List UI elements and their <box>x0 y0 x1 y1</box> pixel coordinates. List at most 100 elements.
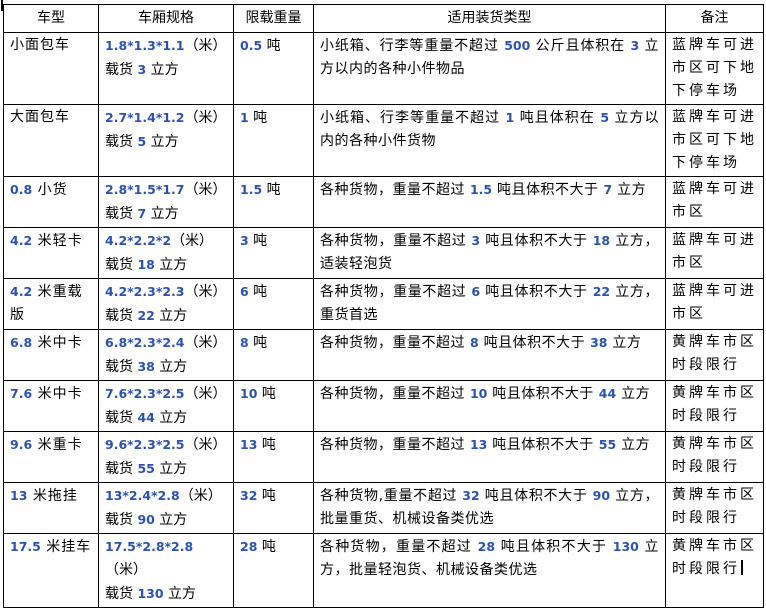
cell-vehicle-type[interactable]: 4.2 米轻卡 <box>3 227 99 279</box>
number-value: 38 <box>137 359 155 374</box>
cell-cargo-type[interactable]: 小纸箱、行李等重量不超过 1 吨且体积在 5 立方以内的各种小件货物 <box>313 104 666 177</box>
cell-remark[interactable]: 蓝牌车可进 市区 <box>665 176 764 228</box>
cell-box-spec[interactable]: 1.8*1.3*1.1（米） 载货 3 立方 <box>98 32 234 105</box>
stray-border-artifact <box>1 0 3 11</box>
cell-vehicle-type[interactable]: 9.6 米重卡 <box>3 431 99 483</box>
number-value: 13 <box>10 488 28 503</box>
number-value: 500 <box>504 38 531 53</box>
cell-box-spec[interactable]: 6.8*2.3*2.4（米） 载货 38 立方 <box>98 329 234 381</box>
header-weight-limit[interactable]: 限载重量 <box>233 4 314 33</box>
cell-remark[interactable]: 黄牌车市区 时段限行 <box>665 329 764 381</box>
cell-box-spec[interactable]: 13*2.4*2.8（米） 载货 90 立方 <box>98 482 234 534</box>
cell-box-spec[interactable]: 17.5*2.8*2.8（米） 载货 130 立方 <box>98 533 234 608</box>
cell-vehicle-type[interactable]: 17.5 米挂车 <box>3 533 99 608</box>
cell-cargo-type[interactable]: 各种货物，重量不超过 10 吨且体积不大于 44 立方 <box>313 380 666 432</box>
number-value: 22 <box>592 284 611 299</box>
cell-cargo-type[interactable]: 各种货物，重量不超过 13 吨且体积不大于 55 立方 <box>313 431 666 483</box>
number-value: 130 <box>612 539 639 554</box>
cell-remark[interactable]: 黄牌车市区 时段限行 <box>665 533 764 608</box>
cell-remark[interactable]: 黄牌车市区 时段限行 <box>665 380 764 432</box>
number-value: 1.5 <box>469 182 493 197</box>
number-value: 1 <box>240 110 249 125</box>
cell-cargo-type[interactable]: 各种货物，重量不超过 8 吨且体积不大于 38 立方 <box>313 329 666 381</box>
cell-weight-limit[interactable]: 28 吨 <box>233 533 314 608</box>
number-value: 0.8 <box>10 182 33 197</box>
header-row: 车型 车厢规格 限载重量 适用装货类型 备注 <box>3 4 764 33</box>
cell-weight-limit[interactable]: 13 吨 <box>233 431 314 483</box>
header-vehicle-type[interactable]: 车型 <box>3 4 99 33</box>
number-value: 7.6 <box>10 386 33 401</box>
number-value: 32 <box>240 488 258 503</box>
table-row: 小面包车 1.8*1.3*1.1（米） 载货 3 立方 0.5 吨 小纸箱、行李… <box>3 32 764 105</box>
number-value: 9.6 <box>10 437 33 452</box>
cell-remark[interactable]: 黄牌车市区 时段限行 <box>665 431 764 483</box>
cell-weight-limit[interactable]: 10 吨 <box>233 380 314 432</box>
cell-vehicle-type[interactable]: 0.8 小货 <box>3 176 99 228</box>
cell-box-spec[interactable]: 7.6*2.3*2.5（米） 载货 44 立方 <box>98 380 234 432</box>
header-cargo-type[interactable]: 适用装货类型 <box>313 4 666 33</box>
number-value: 4.2*2.3*2.3 <box>105 284 185 299</box>
table-row: 7.6 米中卡 7.6*2.3*2.5（米） 载货 44 立方 10 吨 各种货… <box>3 380 764 432</box>
cell-box-spec[interactable]: 9.6*2.3*2.5（米） 载货 55 立方 <box>98 431 234 483</box>
number-value: 8 <box>240 335 249 350</box>
cell-remark[interactable]: 蓝牌车可进 市区可下地 下停车场 <box>665 32 764 105</box>
cell-vehicle-type[interactable]: 小面包车 <box>3 32 99 105</box>
cell-cargo-type[interactable]: 各种货物，重量不超过 3 吨且体积不大于 18 立方，适装轻泡货 <box>313 227 666 279</box>
cell-cargo-type[interactable]: 各种货物，重量不超过 28 吨且体积不大于 130 立方，批量轻泡货、机械设备类… <box>313 533 666 608</box>
cell-vehicle-type[interactable]: 大面包车 <box>3 104 99 177</box>
cell-cargo-type[interactable]: 各种货物，重量不超过 1.5 吨且体积不大于 7 立方 <box>313 176 666 228</box>
cell-weight-limit[interactable]: 3 吨 <box>233 227 314 279</box>
number-value: 17.5*2.8*2.8 <box>105 539 194 554</box>
cell-cargo-type[interactable]: 各种货物，重量不超过 6 吨且体积不大于 22 立方，重货首选 <box>313 278 666 330</box>
cell-cargo-type[interactable]: 小纸箱、行李等重量不超过 500 公斤且体积在 3 立方以内的各种小件物品 <box>313 32 666 105</box>
number-value: 1 <box>505 110 515 125</box>
number-value: 2.8*1.5*1.7 <box>105 182 185 197</box>
cell-box-spec[interactable]: 2.8*1.5*1.7（米） 载货 7 立方 <box>98 176 234 228</box>
table-row: 9.6 米重卡 9.6*2.3*2.5（米） 载货 55 立方 13 吨 各种货… <box>3 431 764 483</box>
table-row: 17.5 米挂车 17.5*2.8*2.8（米） 载货 130 立方 28 吨 … <box>3 533 764 608</box>
cell-box-spec[interactable]: 4.2*2.3*2.3（米） 载货 22 立方 <box>98 278 234 330</box>
number-value: 7.6*2.3*2.5 <box>105 386 185 401</box>
table-row: 4.2 米轻卡 4.2*2.2*2（米） 载货 18 立方 3 吨 各种货物，重… <box>3 227 764 279</box>
number-value: 90 <box>137 512 155 527</box>
number-value: 6 <box>240 284 249 299</box>
number-value: 90 <box>592 488 611 503</box>
number-value: 55 <box>137 461 155 476</box>
cell-weight-limit[interactable]: 1 吨 <box>233 104 314 177</box>
header-box-spec[interactable]: 车厢规格 <box>98 4 234 33</box>
table-row: 4.2 米重载 版 4.2*2.3*2.3（米） 载货 22 立方 6 吨 各种… <box>3 278 764 330</box>
cell-vehicle-type[interactable]: 6.8 米中卡 <box>3 329 99 381</box>
number-value: 130 <box>137 586 164 601</box>
cell-remark[interactable]: 蓝牌车可进 市区 <box>665 278 764 330</box>
cell-weight-limit[interactable]: 1.5 吨 <box>233 176 314 228</box>
number-value: 8 <box>469 335 479 350</box>
header-remark[interactable]: 备注 <box>665 4 764 33</box>
number-value: 3 <box>630 38 640 53</box>
cell-weight-limit[interactable]: 32 吨 <box>233 482 314 534</box>
cell-box-spec[interactable]: 2.7*1.4*1.2（米） 载货 5 立方 <box>98 104 234 177</box>
number-value: 7 <box>137 206 147 221</box>
cell-weight-limit[interactable]: 8 吨 <box>233 329 314 381</box>
number-value: 5 <box>600 110 610 125</box>
cell-remark[interactable]: 蓝牌车可进 市区可下地 下停车场 <box>665 104 764 177</box>
cell-remark[interactable]: 蓝牌车可进 市区 <box>665 227 764 279</box>
cell-weight-limit[interactable]: 6 吨 <box>233 278 314 330</box>
cell-vehicle-type[interactable]: 4.2 米重载 版 <box>3 278 99 330</box>
number-value: 17.5 <box>10 539 41 554</box>
table-row: 0.8 小货 2.8*1.5*1.7（米） 载货 7 立方 1.5 吨 各种货物… <box>3 176 764 228</box>
number-value: 3 <box>137 62 147 77</box>
number-value: 18 <box>592 233 611 248</box>
cell-weight-limit[interactable]: 0.5 吨 <box>233 32 314 105</box>
number-value: 4.2*2.2*2 <box>105 233 172 248</box>
vehicle-spec-table: 车型 车厢规格 限载重量 适用装货类型 备注 小面包车 1.8*1.3*1.1（… <box>3 4 764 608</box>
cell-vehicle-type[interactable]: 13 米拖挂 <box>3 482 99 534</box>
number-value: 3 <box>240 233 249 248</box>
number-value: 10 <box>240 386 258 401</box>
cell-box-spec[interactable]: 4.2*2.2*2（米） 载货 18 立方 <box>98 227 234 279</box>
cell-vehicle-type[interactable]: 7.6 米中卡 <box>3 380 99 432</box>
number-value: 18 <box>137 257 155 272</box>
cell-remark[interactable]: 黄牌车市区 时段限行 <box>665 482 764 534</box>
number-value: 6 <box>471 284 481 299</box>
number-value: 13 <box>240 437 258 452</box>
cell-cargo-type[interactable]: 各种货物,重量不超过 32 吨且体积不大于 90 立方，批量重货、机械设备类优选 <box>313 482 666 534</box>
